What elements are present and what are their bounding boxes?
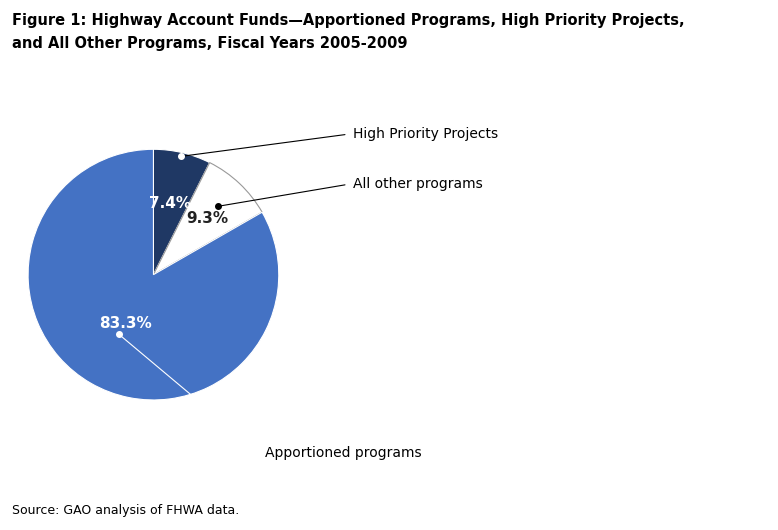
Text: 9.3%: 9.3% — [186, 210, 228, 226]
Text: All other programs: All other programs — [352, 178, 482, 191]
Wedge shape — [153, 149, 209, 275]
Text: Apportioned programs: Apportioned programs — [265, 446, 422, 460]
Wedge shape — [28, 149, 279, 400]
Text: High Priority Projects: High Priority Projects — [352, 127, 498, 142]
Text: and All Other Programs, Fiscal Years 2005-2009: and All Other Programs, Fiscal Years 200… — [12, 36, 407, 51]
Text: 83.3%: 83.3% — [99, 316, 152, 331]
Text: Figure 1: Highway Account Funds—Apportioned Programs, High Priority Projects,: Figure 1: Highway Account Funds—Apportio… — [12, 13, 685, 28]
Text: 7.4%: 7.4% — [149, 197, 191, 211]
Text: Source: GAO analysis of FHWA data.: Source: GAO analysis of FHWA data. — [12, 504, 239, 517]
Wedge shape — [153, 163, 262, 275]
